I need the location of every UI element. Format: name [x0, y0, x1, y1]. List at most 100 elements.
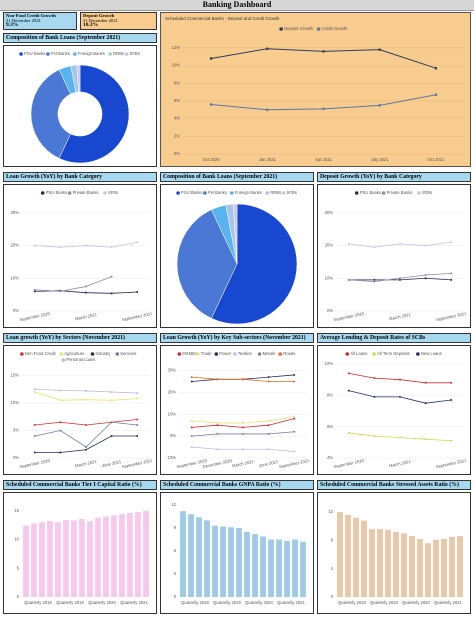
legend-label: PSU Banks: [46, 190, 67, 195]
y-tick-label: -10%: [166, 455, 176, 460]
x-tick-label: Jan 2021: [259, 157, 277, 162]
x-tick-label: September 2020: [176, 458, 208, 469]
bar: [212, 525, 218, 597]
data-point: [293, 417, 296, 420]
data-point: [85, 244, 87, 247]
data-point: [190, 376, 193, 379]
legend-swatch: [176, 191, 180, 195]
x-tick-label: March 2021: [232, 459, 255, 469]
data-point: [267, 432, 270, 435]
bar: [268, 539, 274, 597]
x-tick-label: Quarterly 2021: [434, 600, 462, 605]
series-line: [348, 373, 452, 384]
bar: [353, 517, 359, 597]
chart: PSU Banks Private Banks SFBs 0% 10% 20% 30% Sep…: [325, 190, 468, 322]
bar: [55, 522, 61, 597]
data-point: [85, 424, 87, 426]
chart-area: PSU Banks Pvt Banks Foreign Banks RRBs SFBs: [160, 184, 314, 328]
data-point: [33, 424, 36, 426]
data-point: [136, 435, 139, 437]
y-tick-label: 4%: [174, 116, 180, 121]
series-line: [211, 94, 436, 111]
pie-slice: [76, 64, 81, 93]
data-point: [209, 57, 213, 60]
x-tick-label: Quarterly 2019: [370, 600, 398, 605]
chart-title: Deposit Growth (YoY) by Bank Category: [317, 172, 471, 182]
data-point: [399, 278, 401, 281]
bar: [236, 528, 242, 597]
legend-swatch: [40, 191, 45, 195]
data-point: [33, 288, 36, 291]
chart-area: 0 4 8 12 Quarterly 2018 Quarterly 2019 Quarter…: [317, 492, 471, 614]
x-tick-label: September 2021: [435, 311, 467, 322]
y-tick-label: 6%: [327, 424, 333, 429]
chart-panel: Deposit Growth (YoY) by Bank Category PSU…: [317, 172, 471, 328]
data-point: [136, 418, 139, 421]
y-tick-label: 12: [171, 502, 176, 507]
x-tick-label: Quarterly 2019: [56, 600, 84, 605]
data-point: [136, 392, 139, 395]
data-point: [347, 242, 350, 245]
data-point: [110, 391, 113, 393]
dashboard-title: Banking Dashboard: [0, 0, 474, 11]
data-point: [424, 381, 427, 384]
legend-label: Private Banks: [387, 190, 413, 195]
data-point: [322, 107, 325, 111]
pie-slice: [232, 203, 238, 265]
bar: [276, 539, 282, 597]
chart: PSU Banks Pvt Banks Foreign Banks RRBs SFBs: [19, 51, 140, 164]
data-point: [267, 419, 270, 422]
y-tick-label: 0: [17, 594, 20, 599]
kpi-date: 31 December 2021: [83, 18, 118, 24]
legend-swatch: [20, 352, 24, 356]
data-point: [373, 280, 376, 283]
y-tick-label: 2%: [174, 133, 180, 138]
chart-title: Loan Growth (YoY) by Bank Category: [3, 172, 157, 182]
data-point: [85, 398, 87, 401]
data-point: [190, 435, 193, 438]
x-tick-label: March 2021: [75, 459, 98, 469]
data-point: [209, 103, 213, 106]
bar: [457, 536, 463, 597]
chart-area: MSMEs Trade Power Textiles Metals Roads -10% 0%…: [160, 345, 314, 475]
legend-swatch: [417, 191, 421, 195]
data-point: [347, 372, 350, 375]
y-tick-label: 30%: [168, 368, 177, 373]
legend-swatch: [278, 352, 282, 356]
bar: [220, 526, 226, 597]
bar: [63, 519, 69, 597]
chart: Scheduled Commercial Banks - Deposit and…: [165, 16, 464, 162]
legend-label: PSU Banks: [24, 51, 45, 56]
chart-area: 0 3 6 9 12 Quarterly 2018 Quarterly 2019 Quarte…: [160, 492, 314, 614]
legend-label: SFBs: [108, 190, 118, 195]
y-tick-label: 30%: [325, 210, 334, 215]
data-point: [378, 104, 381, 107]
chart-panel: Loan Growth (YoY) by Key Sub-sectors (No…: [160, 333, 314, 475]
legend-swatch: [59, 352, 64, 356]
legend-swatch: [108, 52, 112, 56]
chart-title: Scheduled Commercial Banks Tier I Capita…: [3, 480, 157, 490]
legend-label: SFBs: [287, 190, 297, 195]
data-point: [216, 378, 219, 381]
bar: [244, 531, 250, 597]
y-tick-label: 0: [331, 594, 334, 599]
data-point: [85, 446, 87, 448]
legend-label: Credit Growth: [322, 26, 349, 31]
data-point: [33, 435, 36, 437]
data-point: [242, 378, 244, 381]
data-point: [293, 450, 296, 453]
legend-swatch: [196, 352, 200, 356]
x-tick-label: March 2021: [389, 459, 412, 469]
bar: [23, 525, 29, 597]
legend-label: Foreign Banks: [78, 51, 105, 56]
legend-label: Roads: [283, 351, 295, 356]
data-point: [373, 246, 376, 249]
legend-label: New Loans: [421, 351, 442, 356]
data-point: [190, 419, 193, 422]
bar: [300, 541, 306, 597]
legend-swatch: [177, 352, 182, 356]
bar: [39, 522, 45, 597]
bar: [111, 515, 117, 597]
chart-title: Scheduled Commercial Banks GNPA Ratio (%…: [160, 480, 314, 490]
